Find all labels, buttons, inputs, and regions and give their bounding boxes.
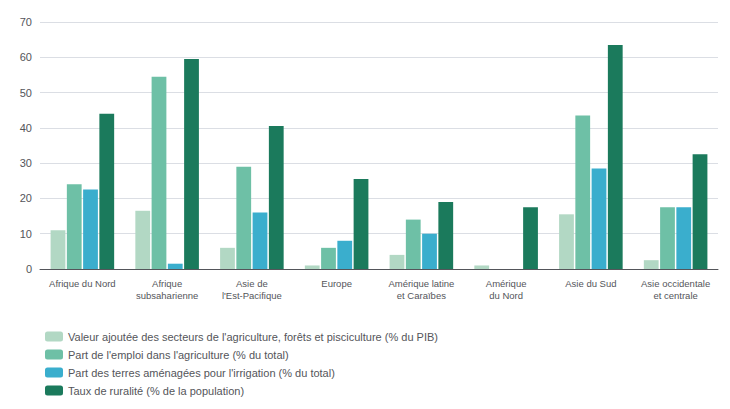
svg-text:Valeur ajoutée des secteurs de: Valeur ajoutée des secteurs de l'agricul… bbox=[68, 331, 438, 343]
svg-text:et Caraïbes: et Caraïbes bbox=[397, 290, 446, 301]
svg-text:50: 50 bbox=[20, 87, 32, 99]
svg-text:Taux de ruralité (% de la popu: Taux de ruralité (% de la population) bbox=[68, 385, 244, 397]
svg-text:Asie du Sud: Asie du Sud bbox=[565, 278, 616, 289]
svg-text:20: 20 bbox=[20, 192, 32, 204]
svg-text:40: 40 bbox=[20, 122, 32, 134]
svg-text:Afrique du Nord: Afrique du Nord bbox=[49, 278, 116, 289]
svg-text:du Nord: du Nord bbox=[489, 290, 523, 301]
svg-text:Amérique: Amérique bbox=[486, 278, 527, 289]
svg-text:Asie occidentale: Asie occidentale bbox=[641, 278, 710, 289]
svg-text:10: 10 bbox=[20, 228, 32, 240]
svg-text:60: 60 bbox=[20, 51, 32, 63]
svg-text:Amérique latine: Amérique latine bbox=[388, 278, 454, 289]
svg-text:Part des terres aménagées pour: Part des terres aménagées pour l'irrigat… bbox=[68, 367, 335, 379]
svg-text:Europe: Europe bbox=[321, 278, 352, 289]
svg-text:0: 0 bbox=[26, 263, 32, 275]
svg-text:Afrique: Afrique bbox=[152, 278, 182, 289]
svg-text:30: 30 bbox=[20, 157, 32, 169]
svg-text:l'Est-Pacifique: l'Est-Pacifique bbox=[222, 290, 282, 301]
svg-text:Part de l'emploi dans l'agricu: Part de l'emploi dans l'agriculture (% d… bbox=[68, 349, 289, 361]
svg-text:Asie de: Asie de bbox=[236, 278, 268, 289]
svg-text:70: 70 bbox=[20, 16, 32, 28]
svg-text:subsaharienne: subsaharienne bbox=[136, 290, 198, 301]
svg-text:et centrale: et centrale bbox=[653, 290, 697, 301]
